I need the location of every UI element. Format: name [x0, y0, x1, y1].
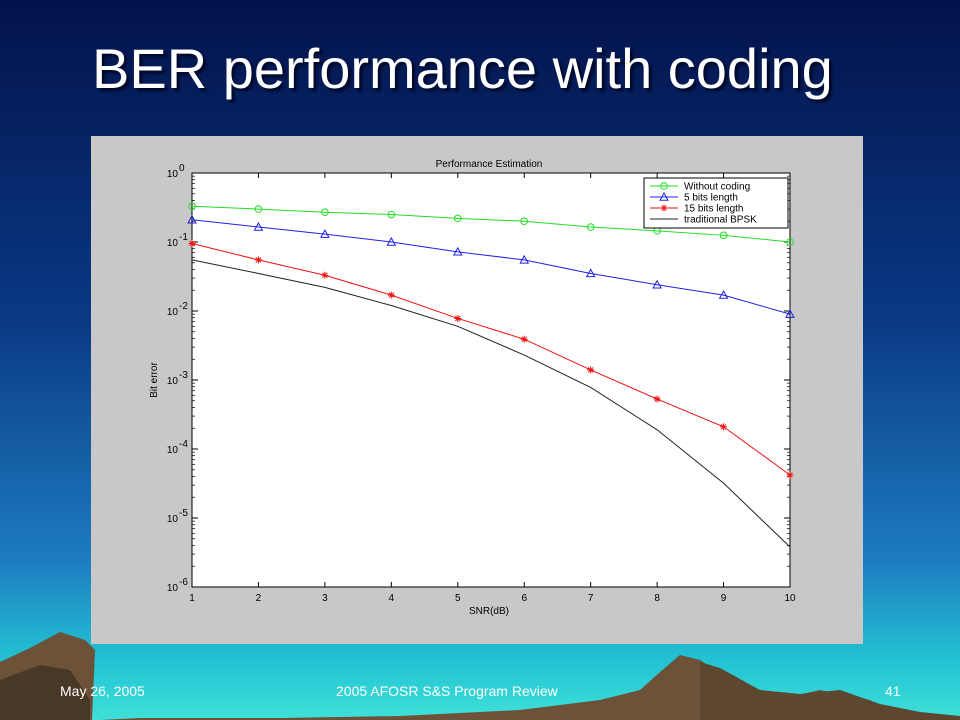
- y-tick-label: 10: [167, 514, 179, 525]
- series-line: [191, 205, 791, 243]
- data-point: [320, 229, 330, 238]
- data-point: [587, 366, 595, 374]
- series-line: [191, 243, 791, 476]
- mountain-shade: [0, 665, 90, 720]
- x-tick-label: 2: [256, 593, 262, 604]
- data-point: [387, 210, 396, 219]
- data-point: [453, 214, 462, 223]
- legend-entry: Without coding: [650, 182, 750, 193]
- data-point: [786, 238, 794, 246]
- data-point: [520, 335, 528, 343]
- y-tick-label: 10: [167, 169, 179, 180]
- y-tick-label: 10: [167, 445, 179, 456]
- series-without-coding: [188, 202, 794, 246]
- y-tick-exponent: -4: [179, 439, 188, 450]
- chart: Performance Estimation SNR(dB) Bit error…: [149, 159, 796, 617]
- series-5-bits-length: [187, 214, 795, 318]
- data-point: [786, 471, 794, 479]
- mountain-right: [700, 662, 960, 720]
- series-layer: [187, 202, 795, 548]
- x-tick-label: 9: [721, 593, 727, 604]
- data-point: [254, 256, 262, 264]
- x-tick-label: 5: [455, 593, 461, 604]
- x-tick-label: 7: [588, 593, 594, 604]
- x-axis-label: SNR(dB): [469, 606, 509, 617]
- data-point: [452, 246, 463, 256]
- data-point: [653, 395, 661, 403]
- data-point: [253, 221, 264, 231]
- data-point: [652, 279, 662, 289]
- data-point: [520, 217, 529, 226]
- mountain-range: [0, 632, 900, 720]
- slide-title: BER performance with coding: [92, 37, 833, 100]
- data-point: [188, 202, 196, 211]
- y-tick-label: 10: [167, 238, 179, 249]
- data-point: [785, 309, 795, 318]
- data-point: [660, 204, 668, 212]
- data-point: [659, 191, 669, 201]
- data-point: [720, 423, 728, 431]
- data-point: [187, 214, 197, 224]
- legend-label: 5 bits length: [684, 193, 738, 204]
- figure-panel: Performance Estimation SNR(dB) Bit error…: [91, 136, 863, 644]
- data-point: [387, 291, 395, 299]
- y-tick-exponent: 0: [179, 163, 185, 174]
- series-line: [191, 259, 791, 548]
- legend-entry: 5 bits length: [650, 191, 738, 204]
- data-point: [188, 240, 196, 248]
- data-point: [719, 231, 728, 240]
- data-point: [254, 205, 263, 213]
- footer-event: 2005 AFOSR S&S Program Review: [336, 683, 558, 699]
- y-tick-exponent: -2: [179, 301, 188, 312]
- y-tick-label: 10: [167, 376, 179, 387]
- legend-entry: traditional BPSK: [650, 215, 757, 226]
- x-tick-label: 6: [521, 593, 527, 604]
- data-point: [585, 268, 596, 278]
- y-tick-exponent: -5: [179, 508, 188, 519]
- legend-label: Without coding: [684, 182, 750, 193]
- data-point: [586, 223, 595, 231]
- data-point: [386, 236, 397, 246]
- legend-label: traditional BPSK: [684, 215, 757, 226]
- y-tick-exponent: -1: [179, 232, 188, 243]
- x-tick-label: 10: [784, 593, 796, 604]
- data-point: [660, 182, 668, 190]
- y-tick-exponent: -3: [179, 370, 188, 381]
- y-tick-label: 10: [167, 583, 179, 594]
- chart-title: Performance Estimation: [436, 159, 543, 170]
- footer-date: May 26, 2005: [60, 683, 145, 699]
- data-point: [321, 208, 329, 217]
- x-tick-label: 1: [189, 593, 195, 604]
- y-axis-label: Bit error: [149, 362, 160, 398]
- legend-label: 15 bits length: [684, 204, 744, 215]
- series-traditional-bpsk: [191, 259, 791, 548]
- plot-area: [191, 172, 791, 588]
- data-point: [454, 314, 462, 322]
- series-line: [191, 219, 791, 315]
- y-tick-label: 10: [167, 307, 179, 318]
- x-tick-label: 4: [389, 593, 395, 604]
- legend-entry: 15 bits length: [650, 204, 744, 215]
- x-tick-label: 8: [654, 593, 660, 604]
- series-15-bits-length: [188, 240, 794, 479]
- data-point: [519, 254, 530, 264]
- data-point: [321, 271, 329, 279]
- footer-page-number: 41: [885, 683, 901, 699]
- data-point: [718, 290, 729, 299]
- x-tick-label: 3: [322, 593, 328, 604]
- y-tick-exponent: -6: [179, 577, 188, 588]
